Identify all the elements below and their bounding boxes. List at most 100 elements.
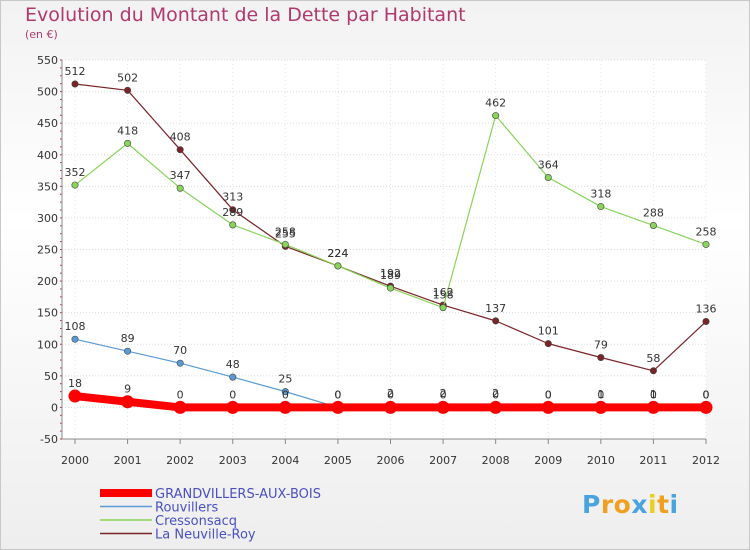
y-tick-label: 100	[37, 338, 58, 351]
y-tick-label: 0	[51, 401, 58, 414]
data-point	[597, 203, 605, 211]
data-label: 408	[170, 131, 191, 144]
data-point	[176, 146, 184, 154]
data-label: 255	[275, 227, 296, 240]
data-label: 0	[282, 388, 289, 401]
x-tick-label: 2007	[429, 454, 457, 467]
data-point	[281, 240, 289, 248]
logo-letter: i	[669, 490, 679, 519]
data-label: 364	[538, 158, 559, 171]
data-label: 502	[117, 71, 138, 84]
data-point	[331, 400, 345, 414]
data-label: 189	[380, 269, 401, 282]
legend: GRANDVILLERS-AUX-BOISRouvillersCressonsa…	[100, 487, 321, 543]
data-label: 288	[643, 206, 664, 219]
data-label: 1	[650, 388, 657, 401]
y-tick-label: 200	[37, 275, 58, 288]
data-label: 2	[492, 387, 499, 400]
data-point	[649, 221, 657, 229]
data-label: 70	[173, 344, 187, 357]
data-label: 0	[545, 388, 552, 401]
data-point	[229, 373, 237, 381]
data-label: 79	[594, 339, 608, 352]
data-point	[544, 340, 552, 348]
x-tick-label: 2011	[639, 454, 667, 467]
data-label: 0	[177, 388, 184, 401]
data-label: 313	[222, 191, 243, 204]
data-point	[229, 221, 237, 229]
data-point	[124, 139, 132, 147]
y-tick-label: 400	[37, 149, 58, 162]
data-label: 0	[440, 388, 447, 401]
data-label: 352	[65, 166, 86, 179]
grid	[62, 59, 707, 440]
y-tick-label: 300	[37, 212, 58, 225]
chart-subtitle: (en €)	[25, 28, 58, 41]
y-tick-label: 50	[44, 370, 58, 383]
data-point	[124, 347, 132, 355]
y-tick-label: 450	[37, 117, 58, 130]
data-point	[384, 400, 397, 414]
data-point	[229, 206, 237, 214]
data-label: 192	[380, 267, 401, 280]
data-point	[492, 112, 500, 120]
data-point	[334, 262, 342, 270]
data-label: 136	[696, 303, 717, 316]
x-tick-label: 2010	[587, 454, 615, 467]
x-tick-label: 2008	[482, 454, 510, 467]
data-point	[71, 80, 79, 88]
x-tick-label: 2002	[166, 454, 194, 467]
data-label: 462	[485, 97, 506, 110]
logo-letter: r	[600, 490, 614, 519]
data-label: 0	[703, 388, 710, 401]
data-point	[544, 173, 552, 181]
data-point	[646, 400, 660, 414]
data-labels: 512 5024083132552241921621371017958136352…	[65, 65, 717, 401]
proxiti-logo: Proxiti	[582, 490, 679, 519]
y-tick-label: 350	[37, 180, 58, 193]
data-point	[281, 388, 289, 396]
data-point	[594, 400, 608, 414]
data-label: 347	[170, 169, 191, 182]
data-point	[489, 400, 503, 414]
data-label: 89	[121, 332, 135, 345]
data-point	[439, 304, 447, 312]
y-tick-label: 500	[37, 86, 58, 99]
data-point	[71, 335, 79, 343]
x-tick-label: 2001	[114, 454, 142, 467]
x-tick-label: 2005	[324, 454, 352, 467]
data-label: 318	[590, 188, 611, 201]
data-label: 0	[387, 388, 394, 401]
data-point	[121, 395, 135, 409]
x-tick-label: 2000	[61, 454, 89, 467]
y-tick-label: 250	[37, 244, 58, 257]
data-label: 137	[485, 302, 506, 315]
data-label: 0	[334, 388, 341, 401]
data-point	[597, 354, 605, 362]
data-label: 108	[65, 320, 86, 333]
data-point	[124, 86, 132, 94]
data-point	[71, 181, 79, 189]
legend-label: Rouvillers	[155, 501, 219, 516]
y-tick-label: 550	[37, 54, 58, 67]
y-tick-label: 150	[37, 307, 58, 320]
legend-label: Cressonsacq	[155, 514, 237, 529]
logo-letter: i	[648, 490, 658, 519]
data-label: 0	[334, 388, 341, 401]
data-label: 48	[226, 358, 240, 371]
data-label: 0	[650, 388, 657, 401]
data-point	[702, 318, 710, 326]
x-tick-label: 2012	[692, 454, 720, 467]
data-point	[386, 284, 394, 292]
data-label: 2	[440, 387, 447, 400]
data-label: 162	[433, 286, 454, 299]
x-tick-label: 2003	[219, 454, 247, 467]
data-point	[176, 184, 184, 192]
data-label: 224	[327, 247, 348, 260]
axes: -500501001502002503003504004505005502000…	[37, 54, 720, 467]
data-label: 0	[545, 388, 552, 401]
data-point	[492, 317, 500, 325]
x-tick-label: 2009	[534, 454, 562, 467]
data-label: 258	[696, 225, 717, 238]
